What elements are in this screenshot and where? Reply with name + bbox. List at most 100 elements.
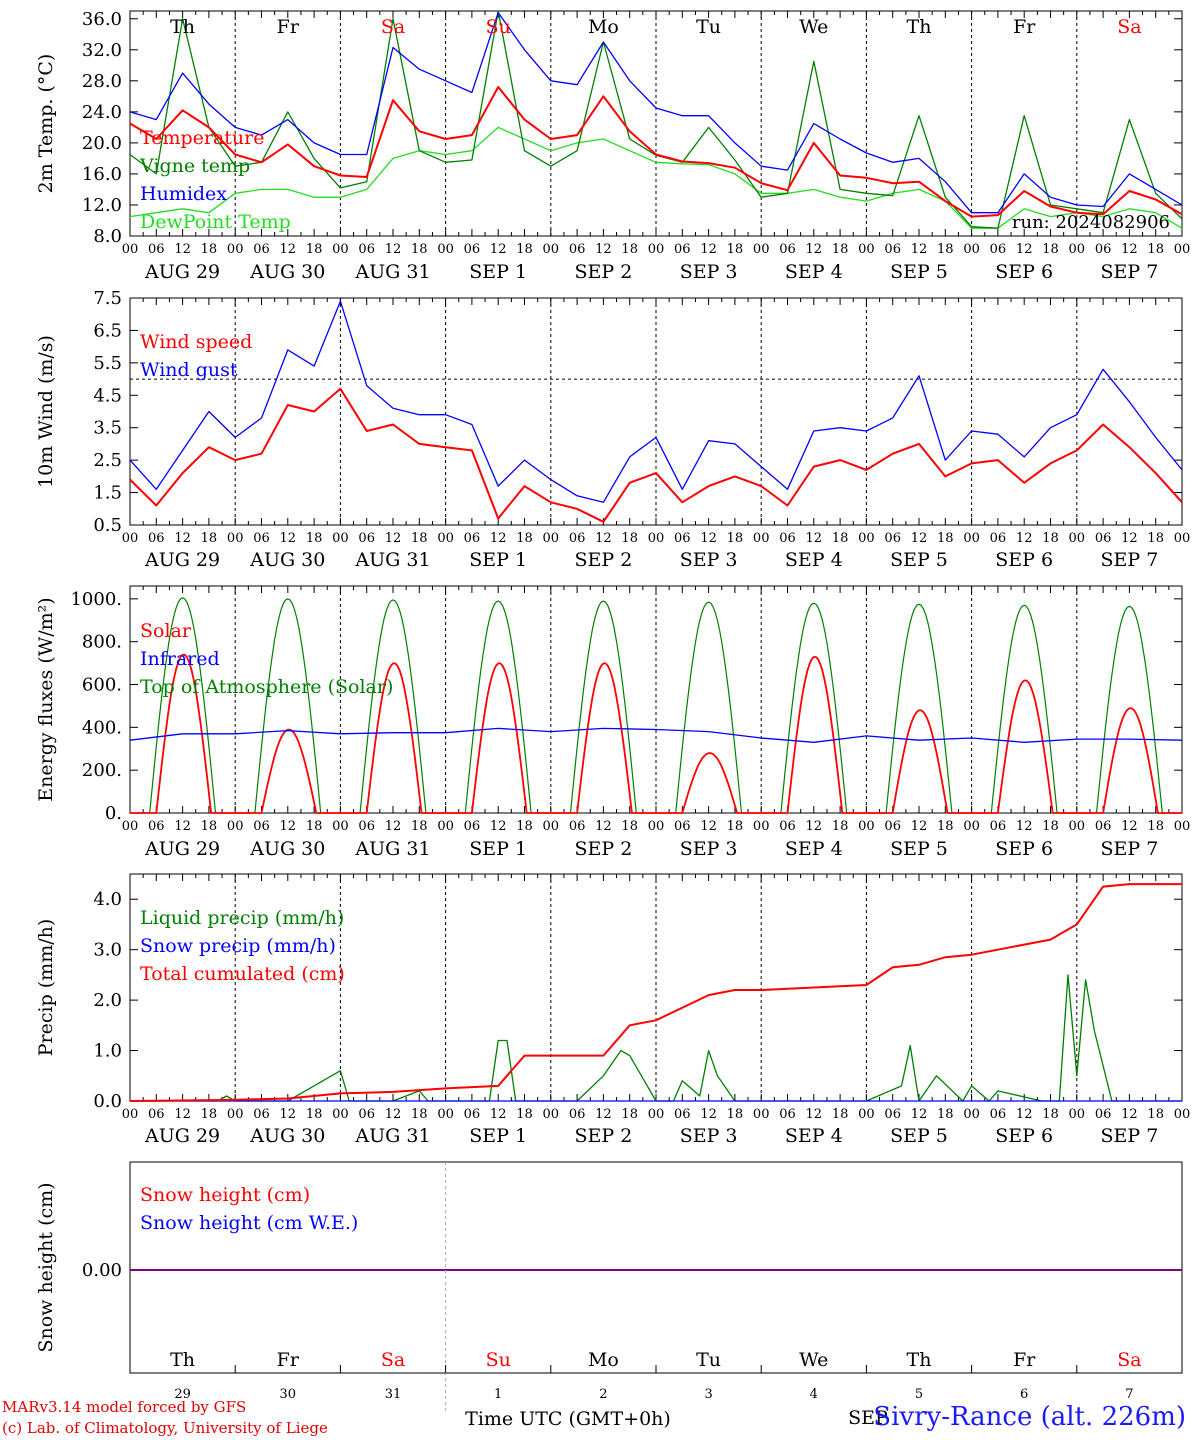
legend-entry: Snow height (cm) [140,1184,310,1206]
hour-label: 12 [911,531,928,546]
hour-label: 06 [990,242,1007,257]
hour-label: 00 [963,242,980,257]
weekday-label: Tu [696,1349,721,1371]
series-line-temperature [129,86,1183,218]
legend-entry: Liquid precip (mm/h) [140,907,344,929]
hour-label: 06 [779,1107,796,1122]
hour-label: 06 [253,242,270,257]
hour-label: 18 [411,819,428,834]
hour-label: 00 [648,242,665,257]
hour-label: 12 [1016,531,1033,546]
day-number-label: 7 [1125,1387,1133,1402]
y-tick-label: 36.0 [82,9,122,30]
hour-label: 06 [569,1107,586,1122]
y-tick-label: 32.0 [82,40,122,61]
date-label: SEP 5 [890,1125,948,1147]
hour-label: 18 [832,1107,849,1122]
weekday-label: We [799,1349,828,1371]
series-line-humidex [129,11,1183,214]
hour-label: 00 [1069,1107,1086,1122]
date-label: AUG 31 [354,1125,430,1147]
hour-label: 18 [201,531,218,546]
y-tick-label: 3.0 [93,940,122,961]
hour-label: 12 [174,531,191,546]
weekday-label: Th [170,16,195,38]
hour-label: 00 [753,1107,770,1122]
date-label: SEP 5 [890,549,948,571]
day-number-label: 29 [174,1387,191,1402]
day-number-label: 31 [385,1387,402,1402]
y-tick-label: 5.5 [93,353,122,374]
hour-label: 12 [490,242,507,257]
hour-label: 00 [437,531,454,546]
hour-label: 12 [595,242,612,257]
weekday-label: Fr [277,16,300,38]
y-tick-label: 28.0 [82,71,122,92]
date-label: SEP 5 [890,261,948,283]
hour-label: 06 [779,819,796,834]
hour-label: 00 [1174,1107,1191,1122]
hour-label: 12 [1121,531,1138,546]
hour-label: 18 [832,819,849,834]
weekday-label: Fr [277,1349,300,1371]
legend-entry: Snow height (cm W.E.) [140,1212,358,1234]
hour-label: 00 [753,531,770,546]
y-tick-label: 0. [105,803,122,824]
hour-label: 18 [411,242,428,257]
date-label: AUG 31 [354,261,430,283]
date-label: SEP 1 [469,261,527,283]
weekday-label: Fr [1013,16,1036,38]
weekday-label: Sa [381,16,405,38]
hour-label: 00 [332,242,349,257]
hour-label: 12 [280,531,297,546]
hour-label: 18 [306,819,323,834]
hour-label: 06 [148,531,165,546]
weekday-label: Tu [696,16,721,38]
day-number-label: 4 [810,1387,818,1402]
hour-label: 12 [595,531,612,546]
series-line-wind-speed [129,387,1183,523]
day-number-label: 5 [915,1387,923,1402]
hour-label: 12 [806,1107,823,1122]
hour-label: 12 [806,819,823,834]
hour-label: 18 [621,819,638,834]
hour-label: 12 [174,1107,191,1122]
hour-label: 12 [490,819,507,834]
date-label: SEP 5 [890,838,948,860]
y-tick-label: 1.0 [93,1041,122,1062]
hour-label: 18 [1147,531,1164,546]
hour-label: 00 [858,242,875,257]
lab-credit: (c) Lab. of Climatology, University of L… [2,1419,328,1437]
y-axis-label: 10m Wind (m/s) [35,335,57,488]
series-line-solar [130,653,1182,814]
date-label: AUG 30 [249,549,325,571]
hour-label: 18 [306,242,323,257]
y-tick-label: 8.0 [93,226,122,247]
y-tick-label: 1.5 [93,483,122,504]
hour-label: 00 [122,242,139,257]
hour-label: 06 [1095,531,1112,546]
hour-label: 18 [201,819,218,834]
hour-label: 06 [779,242,796,257]
hour-label: 00 [227,531,244,546]
y-tick-label: 4.5 [93,385,122,406]
weekday-label: We [799,16,828,38]
hour-label: 12 [1121,819,1138,834]
weekday-label: Mo [588,16,619,38]
hour-label: 06 [148,1107,165,1122]
hour-label: 12 [911,819,928,834]
y-tick-label: 400. [82,717,122,738]
hour-label: 06 [884,1107,901,1122]
hour-label: 06 [674,1107,691,1122]
hour-label: 06 [148,819,165,834]
hour-label: 00 [543,531,560,546]
model-credit: MARv3.14 model forced by GFS [2,1398,247,1416]
hour-label: 18 [1042,1107,1059,1122]
hour-label: 18 [621,242,638,257]
weekday-label: Th [907,1349,932,1371]
hour-label: 18 [1042,819,1059,834]
y-tick-label: 20.0 [82,133,122,154]
hour-label: 12 [1016,819,1033,834]
hour-label: 06 [358,242,375,257]
hour-label: 00 [332,819,349,834]
